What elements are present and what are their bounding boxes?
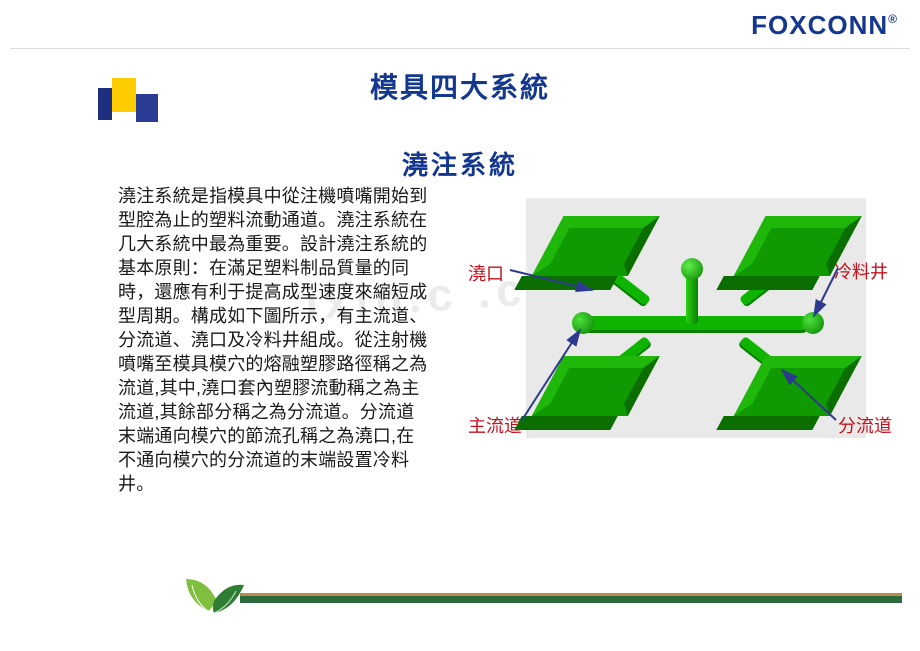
tray-ul xyxy=(544,216,640,290)
sprue-top xyxy=(681,258,703,280)
body-paragraph: 澆注系統是指模具中從注機噴嘴開始到型腔為止的塑料流動通道。澆注系統在几大系統中最… xyxy=(118,184,428,496)
label-main-runner: 主流道 xyxy=(468,412,522,438)
footer-rule xyxy=(240,593,902,603)
tray-ur xyxy=(746,216,842,290)
brand-reg: ® xyxy=(888,12,898,26)
tray-ll xyxy=(544,356,640,430)
label-branch-runner: 分流道 xyxy=(838,412,892,438)
label-gate: 澆口 xyxy=(468,260,504,286)
label-cold-well: 冷料井 xyxy=(834,258,888,284)
runner-end-left xyxy=(572,312,594,334)
page-title: 模具四大系統 xyxy=(0,66,920,106)
brand-logo: FOXCONN® xyxy=(751,10,898,41)
tray-lr xyxy=(746,356,842,430)
runner-end-right xyxy=(802,312,824,334)
header-divider xyxy=(10,48,910,49)
leaf-icon xyxy=(178,561,258,617)
brand-name: FOXCONN xyxy=(751,10,888,40)
runner-diagram: 澆口 冷料井 主流道 分流道 xyxy=(460,188,890,450)
section-subtitle: 澆注系統 xyxy=(0,145,920,182)
